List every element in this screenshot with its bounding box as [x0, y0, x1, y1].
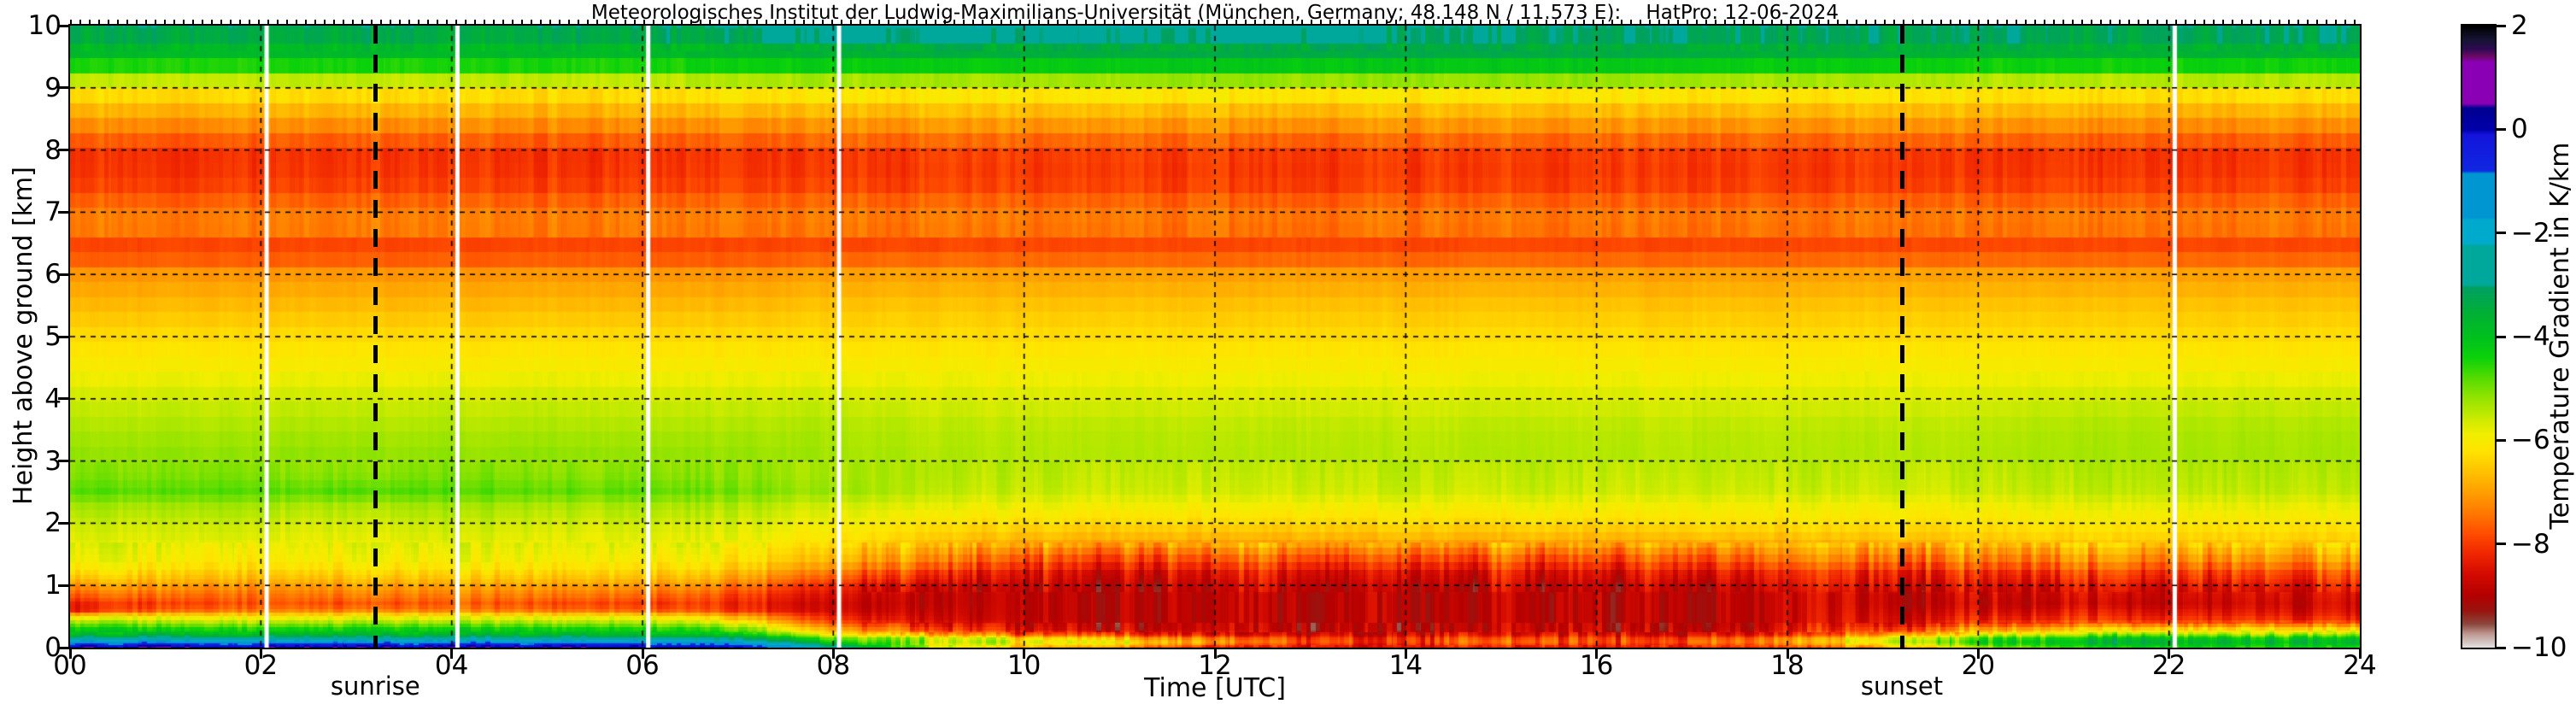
y-tick	[58, 210, 68, 214]
y-tick-label: 8	[44, 134, 62, 166]
x-tick	[831, 648, 835, 659]
x-tick	[68, 648, 72, 659]
colorbar-tick	[2497, 335, 2506, 338]
x-tick-label: 20	[1961, 650, 1996, 681]
x-tick	[1213, 648, 1217, 659]
y-tick-label: 7	[44, 197, 62, 228]
x-tick	[1976, 648, 1980, 659]
colorbar-tick-label: −6	[2511, 425, 2550, 456]
y-tick	[58, 584, 68, 587]
x-tick-label: 08	[816, 650, 851, 681]
y-tick	[58, 521, 68, 525]
colorbar-tick-label: −10	[2511, 632, 2567, 663]
y-tick-label: 0	[44, 632, 62, 663]
top-minor-ticks	[70, 20, 2360, 24]
y-tick-label: 4	[44, 383, 62, 414]
x-tick	[1404, 648, 1407, 659]
x-tick	[1023, 648, 1026, 659]
x-tick-label: 00	[53, 650, 87, 681]
y-tick	[58, 335, 68, 338]
sunset-label: sunset	[1860, 672, 1944, 701]
y-tick-label: 5	[44, 321, 62, 352]
x-tick-label: 18	[1770, 650, 1804, 681]
sunset-line	[1899, 26, 1904, 648]
colorbar-tick-label: −8	[2511, 528, 2550, 560]
colorbar-tick	[2497, 127, 2506, 131]
colorbar-tick-label: 2	[2511, 10, 2528, 41]
x-tick	[259, 648, 262, 659]
sunrise-line	[373, 26, 378, 648]
colorbar-tick	[2497, 438, 2506, 442]
y-tick	[58, 646, 68, 649]
y-tick	[58, 86, 68, 90]
x-tick-label: 16	[1579, 650, 1614, 681]
x-tick	[2358, 648, 2362, 659]
x-tick	[450, 648, 454, 659]
x-tick-label: 02	[244, 650, 279, 681]
colorbar-tick	[2497, 232, 2506, 235]
y-axis-label: Height above ground [km]	[9, 167, 38, 505]
x-tick-label: 12	[1198, 650, 1232, 681]
colorbar-tick-label: −4	[2511, 321, 2550, 352]
colorbar-tick-label: 0	[2511, 114, 2528, 145]
x-tick-label: 24	[2343, 650, 2377, 681]
colorbar-tick	[2497, 543, 2506, 546]
x-tick	[1595, 648, 1599, 659]
y-tick	[58, 460, 68, 463]
x-tick-label: 06	[625, 650, 660, 681]
y-tick-label: 6	[44, 259, 62, 290]
colorbar	[2461, 24, 2497, 649]
y-tick-label: 9	[44, 72, 62, 103]
colorbar-gradient	[2462, 26, 2495, 648]
colorbar-tick	[2497, 24, 2506, 27]
y-tick-label: 2	[44, 507, 62, 539]
y-tick-label: 10	[27, 10, 62, 41]
x-tick-label: 14	[1388, 650, 1423, 681]
sunrise-label: sunrise	[330, 672, 420, 701]
y-tick	[58, 397, 68, 401]
x-tick	[2168, 648, 2171, 659]
y-tick	[58, 273, 68, 276]
colorbar-label: Temperature Gradient in K/km	[2545, 142, 2575, 530]
x-tick-label: 10	[1006, 650, 1042, 681]
colorbar-tick-label: −2	[2511, 217, 2550, 249]
heatmap-canvas	[70, 26, 2360, 648]
colorbar-tick	[2497, 646, 2506, 649]
x-tick-label: 04	[434, 650, 469, 681]
y-tick-label: 1	[44, 570, 62, 601]
y-tick	[58, 149, 68, 152]
y-tick	[58, 24, 68, 27]
plot-area	[68, 24, 2362, 649]
y-tick-label: 3	[44, 445, 62, 477]
x-axis-label: Time [UTC]	[1144, 673, 1286, 703]
x-tick	[641, 648, 644, 659]
x-tick-label: 22	[2151, 650, 2186, 681]
x-tick	[1786, 648, 1789, 659]
